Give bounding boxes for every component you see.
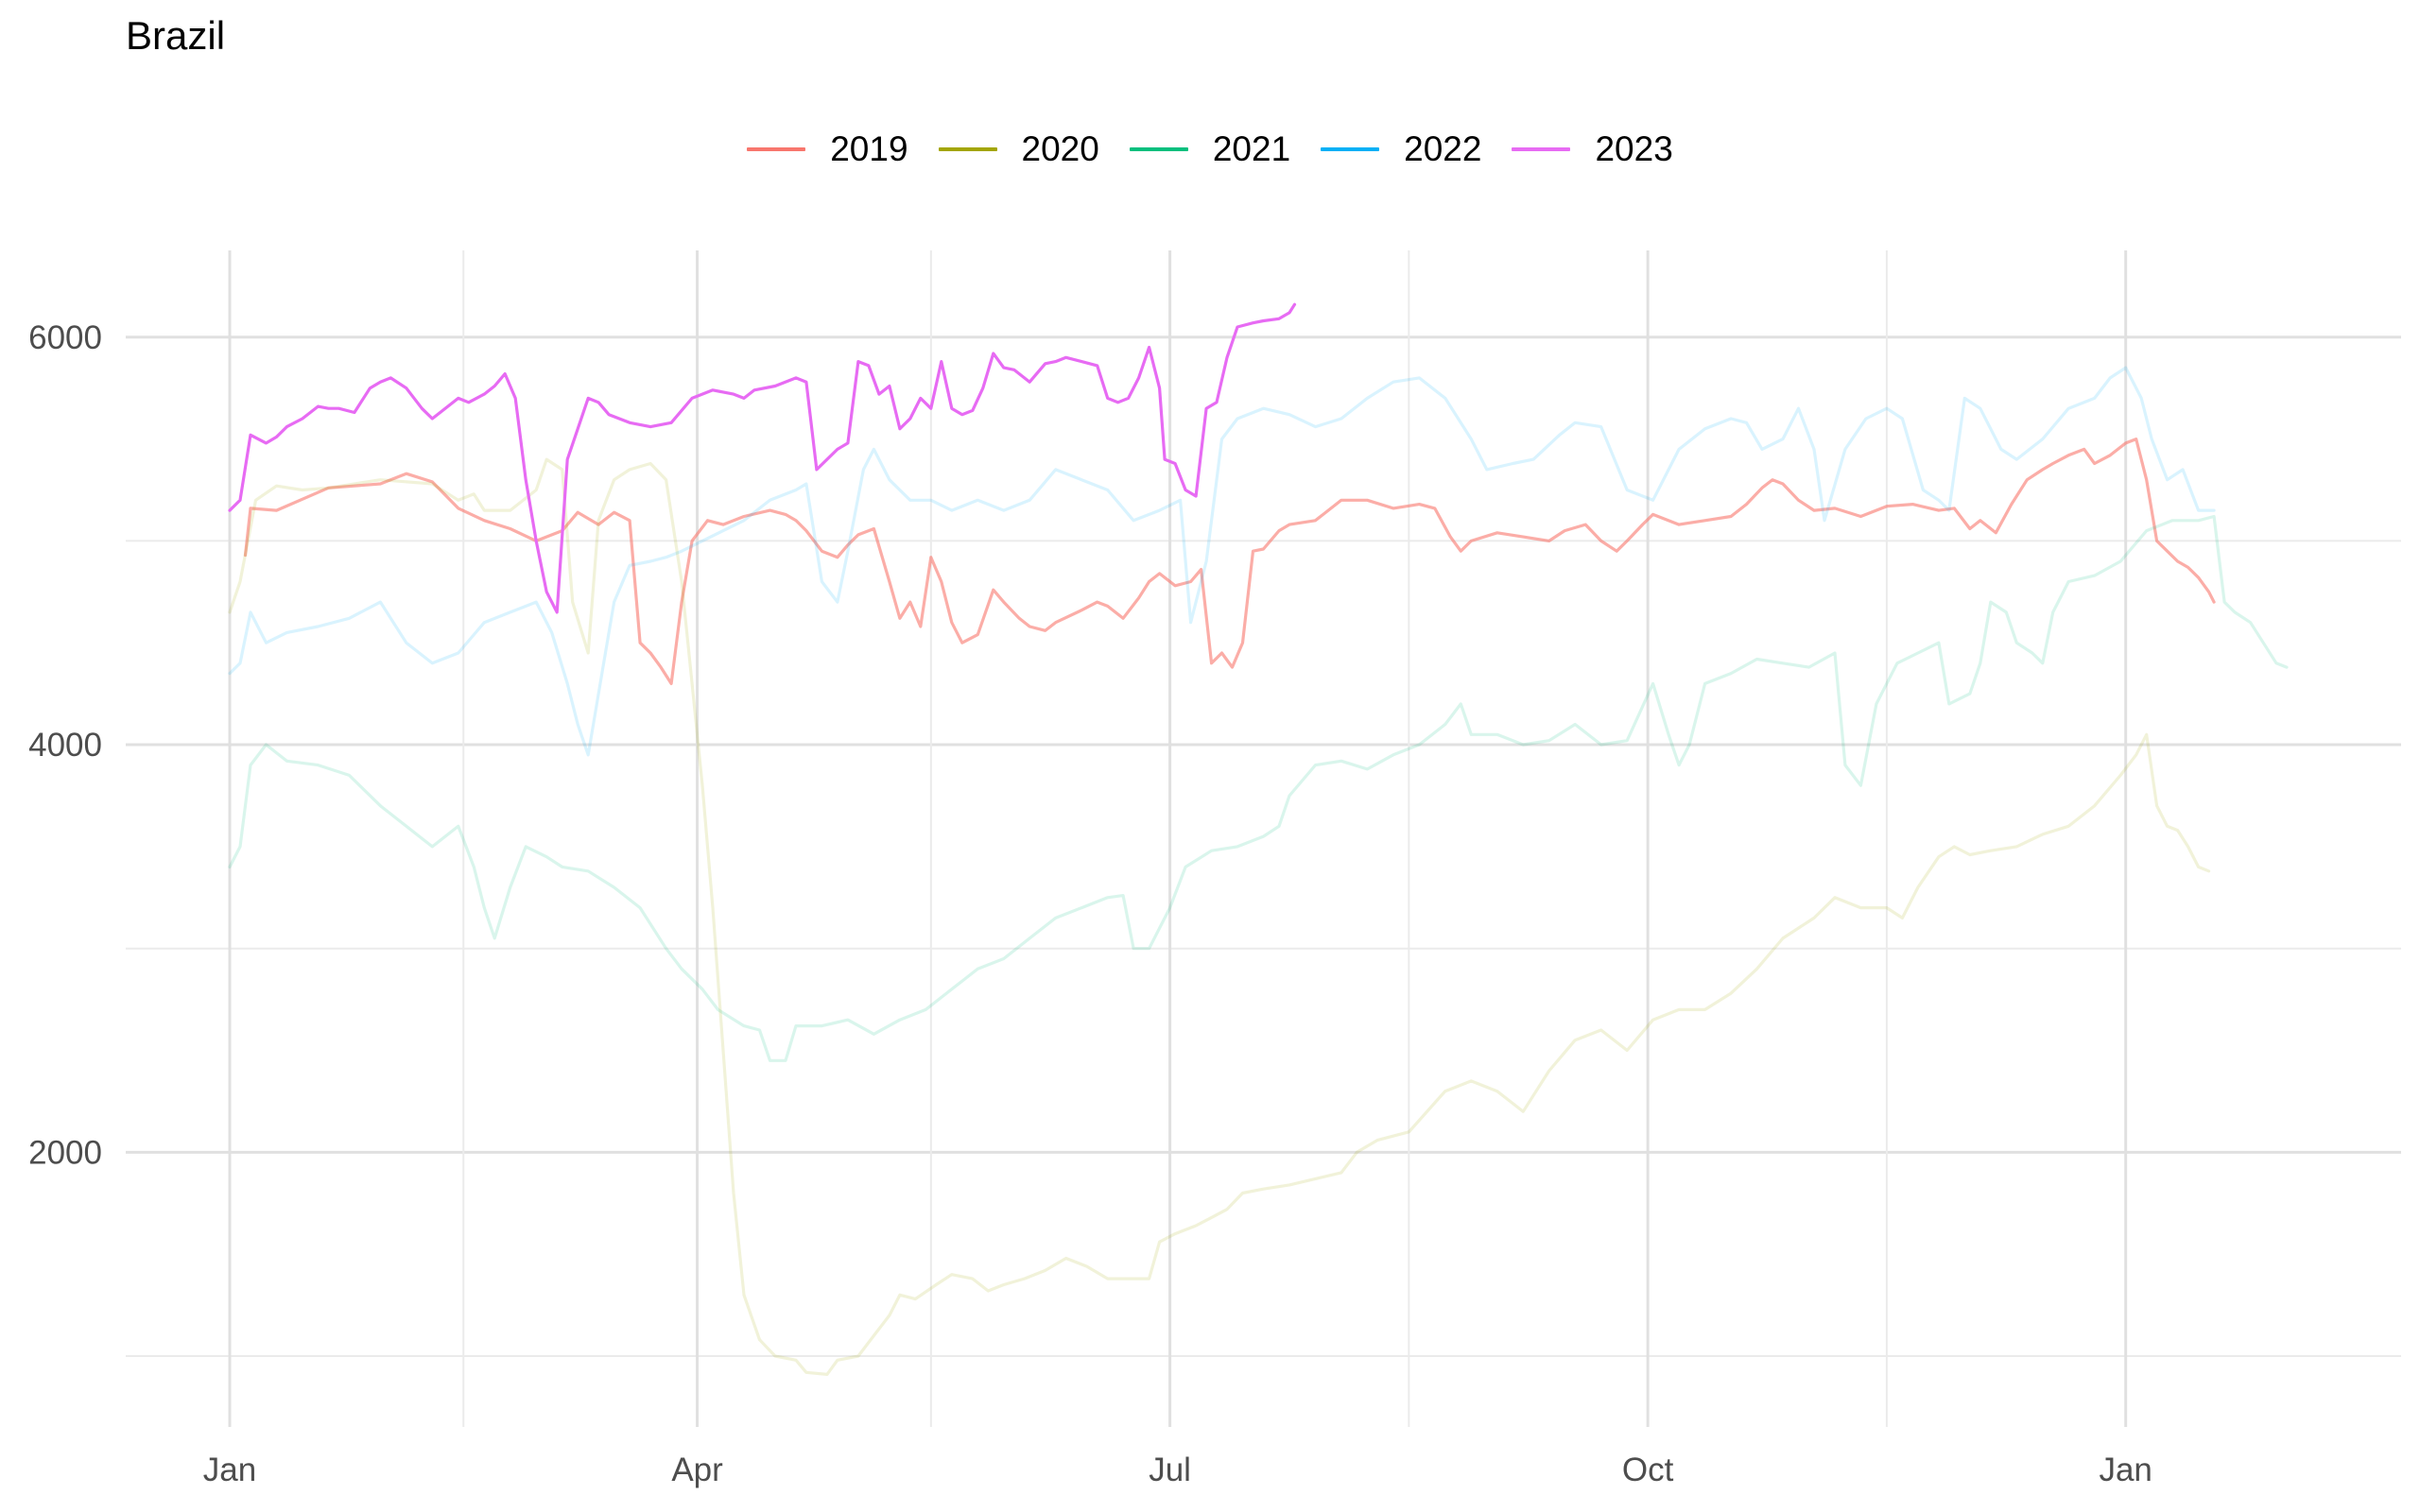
series-line-2021 xyxy=(228,514,2289,1062)
series-line-2023 xyxy=(228,302,1297,614)
x-tick-label-4: Jan xyxy=(2099,1452,2152,1488)
y-tick-label-2000: 2000 xyxy=(28,1134,102,1171)
legend-label-2019: 2019 xyxy=(830,129,908,168)
legend-label-2023: 2023 xyxy=(1595,129,1673,168)
series-line-2019 xyxy=(243,438,2216,685)
legend-item-2023: 2023 xyxy=(1512,129,1673,169)
x-axis: Jan Apr Jul Oct Jan xyxy=(203,1452,2152,1488)
x-tick-label-1: Apr xyxy=(671,1452,723,1488)
chart-title: Brazil xyxy=(126,13,226,58)
series-layer xyxy=(228,302,2289,1376)
y-axis: 2000 4000 6000 xyxy=(28,319,102,1172)
legend-swatch-2020 xyxy=(938,147,997,151)
legend-swatch-2021 xyxy=(1129,147,1188,151)
x-tick-label-0: Jan xyxy=(203,1452,256,1488)
series-line-2020 xyxy=(228,457,2211,1376)
legend-swatch-2019 xyxy=(747,147,806,151)
legend-label-2022: 2022 xyxy=(1404,129,1482,168)
legend-item-2021: 2021 xyxy=(1129,129,1291,169)
series-line-2022 xyxy=(228,366,2216,757)
legend-item-2022: 2022 xyxy=(1321,129,1481,169)
legend-item-2019: 2019 xyxy=(747,129,908,169)
y-tick-label-6000: 6000 xyxy=(28,319,102,356)
grid xyxy=(126,250,2401,1427)
x-tick-label-2: Jul xyxy=(1149,1452,1191,1488)
legend-label-2020: 2020 xyxy=(1021,129,1099,168)
x-tick-label-3: Oct xyxy=(1622,1452,1674,1488)
y-tick-label-4000: 4000 xyxy=(28,727,102,764)
legend-label-2021: 2021 xyxy=(1212,129,1291,168)
legend-item-2020: 2020 xyxy=(938,129,1099,169)
legend-swatch-2022 xyxy=(1321,147,1380,151)
legend-swatch-2023 xyxy=(1512,147,1571,151)
legend: 2019 2020 2021 2022 2023 xyxy=(0,121,2420,178)
